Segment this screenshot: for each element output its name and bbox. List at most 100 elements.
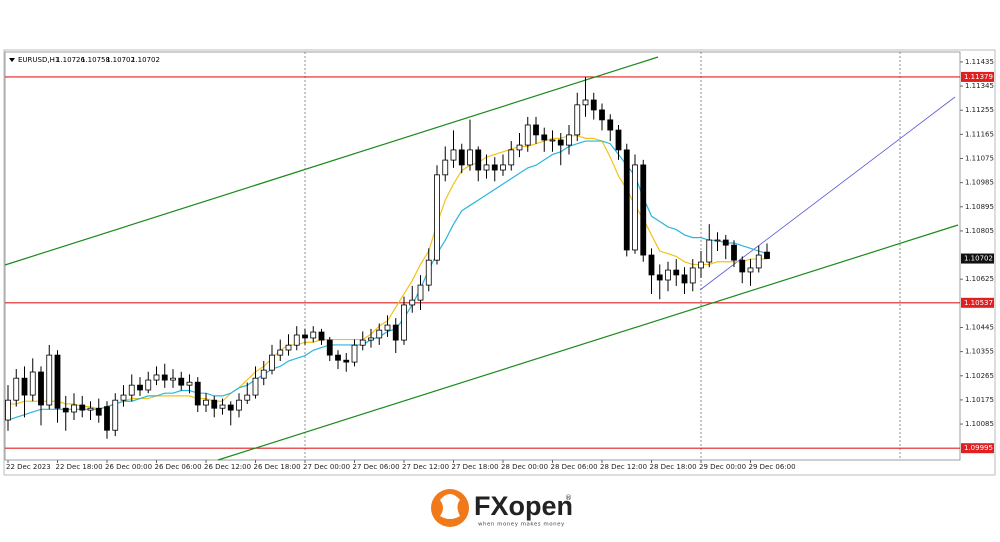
logo-tagline: when money makes money <box>478 522 565 528</box>
y-tick-label: 1.10895 <box>965 203 994 211</box>
candle-body <box>483 164 490 171</box>
close: 1.10702 <box>131 56 160 64</box>
x-tick-label: 27 Dec 12:00 <box>402 463 449 471</box>
candle-body <box>648 254 655 276</box>
candle-body <box>120 394 127 401</box>
high: 1.10758 <box>81 56 110 64</box>
candle-body <box>170 377 176 381</box>
menu-arrow <box>9 58 15 62</box>
candle-body <box>747 267 754 273</box>
candle-body <box>244 394 251 401</box>
candle-body <box>417 284 424 301</box>
candle-body <box>87 407 94 411</box>
candle-body <box>54 354 61 409</box>
y-tick-label: 1.10265 <box>965 372 994 380</box>
candle-body <box>351 344 358 363</box>
x-tick-label: 22 Dec 18:00 <box>56 463 103 471</box>
candle-body <box>731 244 737 261</box>
level-label: 1.10537 <box>964 299 993 307</box>
candle-body <box>95 407 102 416</box>
y-tick-label: 1.11165 <box>965 130 994 138</box>
candle-body <box>764 251 770 259</box>
candle-body <box>557 139 564 146</box>
candle-body <box>458 149 465 166</box>
y-tick-label: 1.10355 <box>965 348 994 356</box>
candle-body <box>607 119 614 131</box>
candle-body <box>566 134 572 146</box>
candle-body <box>615 129 622 151</box>
candle-body <box>376 329 383 339</box>
candle-body <box>335 354 341 361</box>
low: 1.10702 <box>106 56 135 64</box>
candle-body <box>302 334 308 339</box>
x-tick-label: 26 Dec 00:00 <box>105 463 152 471</box>
candle-body <box>293 334 300 346</box>
logo-name: FXopen <box>474 491 573 521</box>
candle-body <box>310 331 317 339</box>
candle-body <box>475 149 482 171</box>
candle-body <box>516 144 523 151</box>
x-tick-label: 28 Dec 00:00 <box>501 463 548 471</box>
candle-body <box>491 164 498 171</box>
candle-body <box>425 259 432 286</box>
candle-body <box>599 109 605 121</box>
candle-body <box>153 374 160 381</box>
candle-body <box>574 104 581 136</box>
x-tick-label: 27 Dec 06:00 <box>353 463 400 471</box>
x-tick-label: 29 Dec 06:00 <box>749 463 796 471</box>
x-tick-label: 27 Dec 18:00 <box>452 463 499 471</box>
x-tick-label: 26 Dec 12:00 <box>204 463 251 471</box>
candle-body <box>211 399 218 409</box>
candle-body <box>689 267 696 284</box>
candle-body <box>277 349 284 356</box>
candle-body <box>71 404 77 413</box>
level-label: 1.11379 <box>964 73 993 81</box>
candle-body <box>755 254 762 269</box>
candle-body <box>549 139 556 142</box>
logo-lion <box>440 494 460 519</box>
candle-body <box>186 381 193 386</box>
price-label-box <box>961 253 994 264</box>
candle-body <box>343 359 350 363</box>
candle-body <box>524 124 531 146</box>
levels <box>5 76 960 449</box>
candle-body <box>5 399 11 421</box>
frame <box>3 49 996 476</box>
candle-body <box>392 324 399 341</box>
candle-body <box>640 164 647 256</box>
candle-body <box>161 374 168 381</box>
candle-body <box>590 99 597 111</box>
candle-body <box>359 339 366 346</box>
y-tick-label: 1.10085 <box>965 420 994 428</box>
candle-body <box>203 399 209 406</box>
candle-body <box>79 404 86 411</box>
candle-body <box>368 337 374 341</box>
x-tick-label: 26 Dec 18:00 <box>254 463 301 471</box>
candle-body <box>21 377 28 396</box>
level-label-box <box>961 297 994 308</box>
candle-body <box>450 149 457 161</box>
channel-top <box>4 56 659 266</box>
candle-body <box>285 344 292 351</box>
candle-body <box>632 164 638 251</box>
candle-body <box>137 384 143 391</box>
logo: FXopen ® when money makes money <box>431 489 573 528</box>
y-tick-label: 1.10985 <box>965 179 994 187</box>
candle-body <box>128 384 135 396</box>
candle-body <box>112 399 119 431</box>
candle-body <box>623 149 630 251</box>
candle-body <box>236 399 242 411</box>
candle-body <box>533 124 539 136</box>
open: 1.10726 <box>56 56 85 64</box>
y-tick-label: 1.11075 <box>965 154 994 162</box>
y-tick-label: 1.11345 <box>965 82 994 90</box>
candle-body <box>219 404 226 409</box>
candle-body <box>318 331 325 341</box>
x-tick-label: 29 Dec 00:00 <box>699 463 746 471</box>
candle-body <box>722 239 729 246</box>
candle-body <box>673 269 680 276</box>
y-tick-label: 1.11255 <box>965 106 994 114</box>
axes: 1.11435 1.11345 1.11255 1.11165 1.11075 1.109… <box>6 58 994 471</box>
candle-body <box>326 339 333 356</box>
